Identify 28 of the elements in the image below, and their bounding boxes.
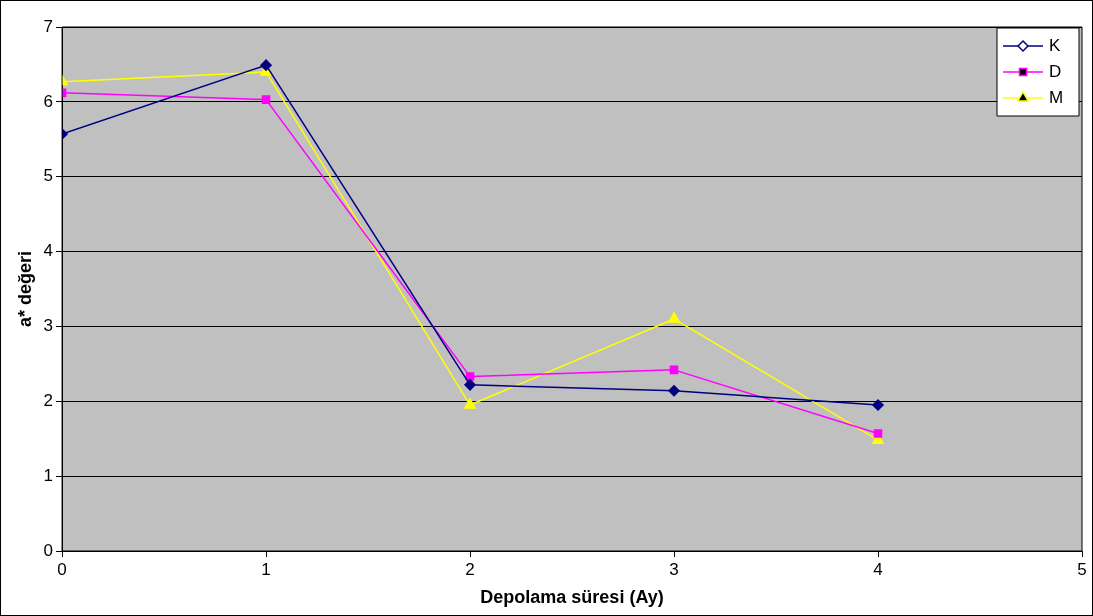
y-tick-label: 0 (43, 540, 54, 560)
point (464, 379, 476, 391)
x-tick-label: 5 (1077, 559, 1087, 579)
y-tick-label: 3 (43, 316, 54, 336)
point (261, 95, 271, 104)
y-tick-label: 2 (43, 390, 54, 410)
point (260, 59, 272, 71)
point (464, 398, 476, 409)
y-axis-title: a* değeri (14, 250, 35, 328)
legend-label: K (1049, 35, 1061, 55)
point (668, 312, 680, 323)
x-tick-label: 4 (873, 559, 883, 579)
point (873, 429, 883, 438)
x-tick-label: 1 (261, 559, 271, 579)
x-tick-label: 2 (465, 559, 475, 579)
point (668, 385, 680, 397)
x-tick-label: 0 (57, 559, 67, 579)
y-tick-label: 5 (43, 166, 54, 186)
legend-label: M (1049, 87, 1064, 107)
point (872, 399, 884, 411)
x-axis-title: Depolama süresi (Ay) (480, 587, 664, 608)
y-tick-label: 1 (43, 465, 54, 485)
y-tick-label: 7 (43, 16, 54, 36)
legend-label: D (1049, 61, 1062, 81)
y-tick-label: 6 (43, 91, 54, 111)
y-tick-label: 4 (43, 241, 54, 261)
x-tick-label: 3 (669, 559, 679, 579)
point (669, 365, 679, 375)
